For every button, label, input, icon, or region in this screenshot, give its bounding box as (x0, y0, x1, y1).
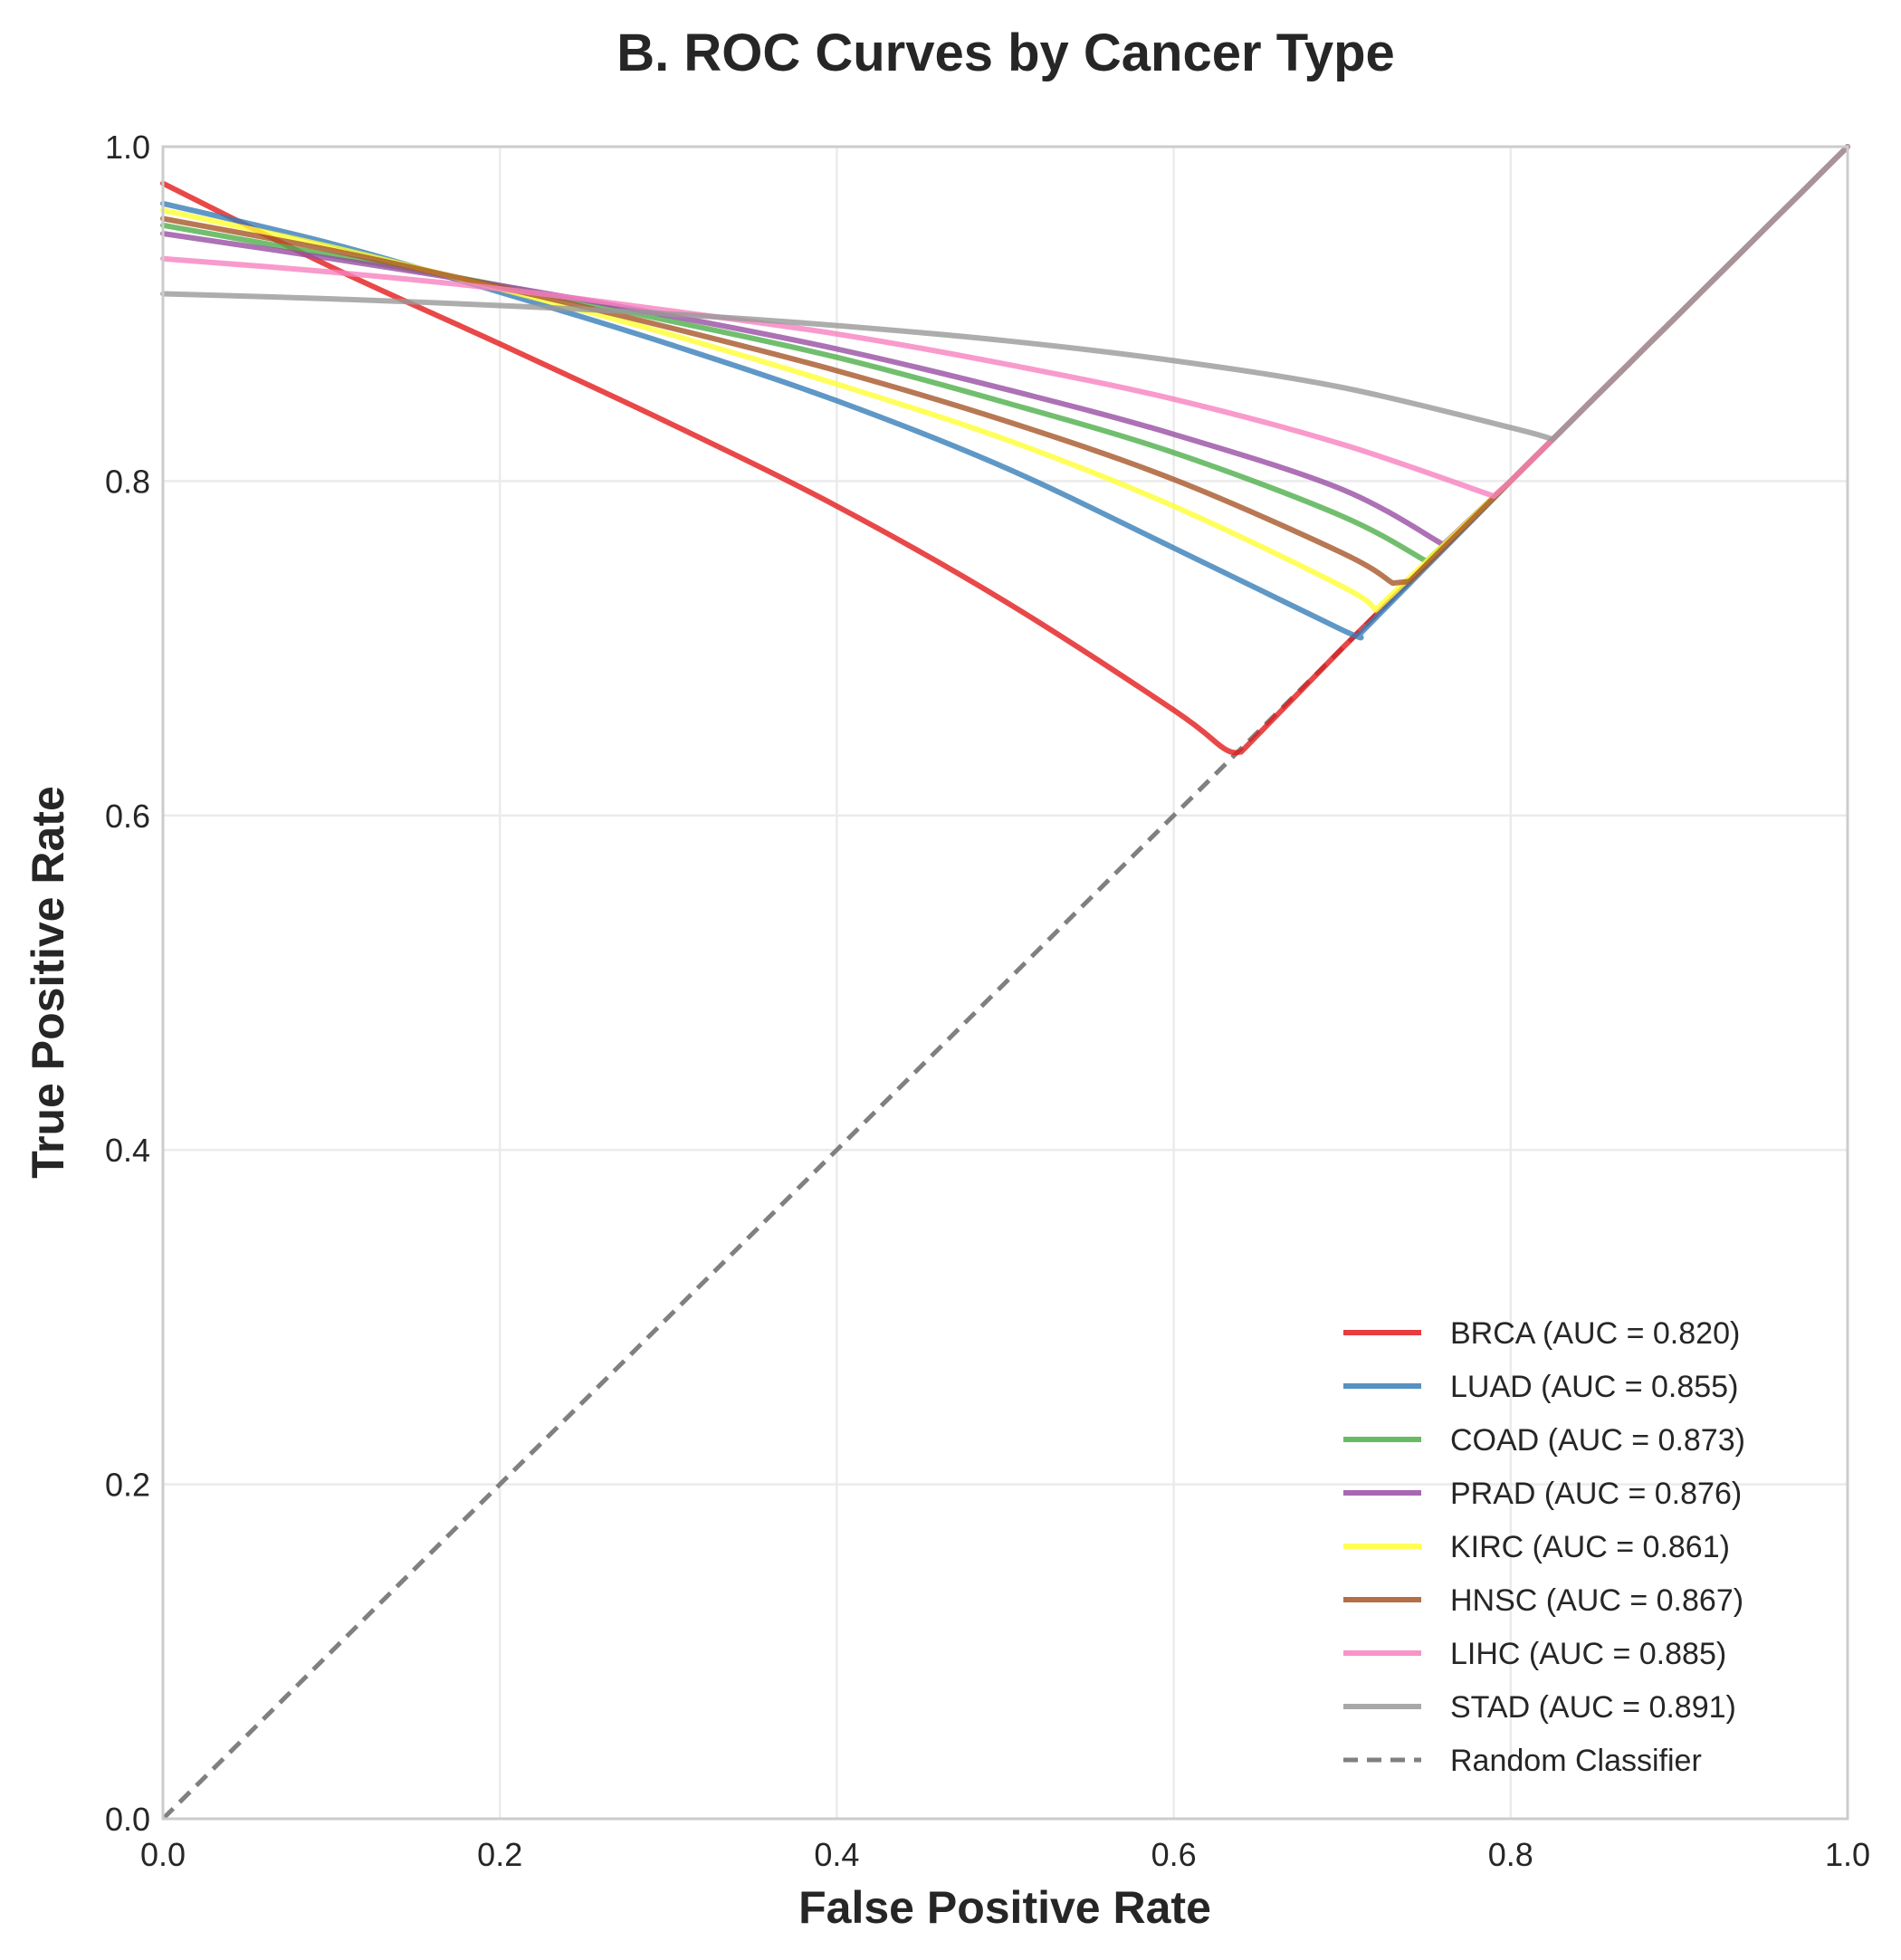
y-tick-labels: 0.0 0.2 0.4 0.6 0.8 1.0 (105, 129, 150, 1838)
legend-label: HNSC (AUC = 0.867) (1450, 1583, 1743, 1618)
legend-label: BRCA (AUC = 0.820) (1450, 1316, 1740, 1351)
legend-label: KIRC (AUC = 0.861) (1450, 1530, 1730, 1564)
x-axis-label: False Positive Rate (798, 1882, 1211, 1933)
y-tick-label: 0.4 (105, 1132, 150, 1169)
x-tick-label: 0.2 (477, 1836, 522, 1873)
series-line-stad (160, 144, 1850, 443)
legend-label: Random Classifier (1450, 1744, 1702, 1778)
legend-label: LUAD (AUC = 0.855) (1450, 1370, 1738, 1404)
plot-frame (161, 145, 1849, 1821)
x-tick-label: 0.4 (814, 1836, 859, 1873)
y-tick-label: 0.6 (105, 798, 150, 835)
legend: BRCA (AUC = 0.820) LUAD (AUC = 0.855) COAD… (1343, 1316, 1745, 1778)
x-tick-label: 0.8 (1488, 1836, 1533, 1873)
y-tick-label: 0.0 (105, 1801, 150, 1838)
x-tick-label: 0.0 (140, 1836, 186, 1873)
x-tick-label: 0.6 (1151, 1836, 1197, 1873)
y-axis-label: True Positive Rate (23, 786, 73, 1179)
x-tick-label: 1.0 (1825, 1836, 1870, 1873)
grid (161, 145, 1849, 1821)
series-line-lihc (160, 144, 1850, 499)
series-line-prad (160, 144, 1850, 548)
y-tick-label: 0.8 (105, 463, 150, 500)
series-layer (160, 144, 1850, 1821)
series-line-hnsc (160, 144, 1850, 587)
legend-label: LIHC (AUC = 0.885) (1450, 1637, 1726, 1671)
legend-label: PRAD (AUC = 0.876) (1450, 1477, 1742, 1511)
y-tick-label: 1.0 (105, 129, 150, 166)
legend-label: STAD (AUC = 0.891) (1450, 1690, 1736, 1725)
series-line-brca (160, 144, 1850, 756)
y-tick-label: 0.2 (105, 1467, 150, 1504)
x-tick-labels: 0.0 0.2 0.4 0.6 0.8 1.0 (140, 1836, 1870, 1873)
legend-label: COAD (AUC = 0.873) (1450, 1423, 1745, 1458)
chart-title: B. ROC Curves by Cancer Type (616, 24, 1395, 82)
